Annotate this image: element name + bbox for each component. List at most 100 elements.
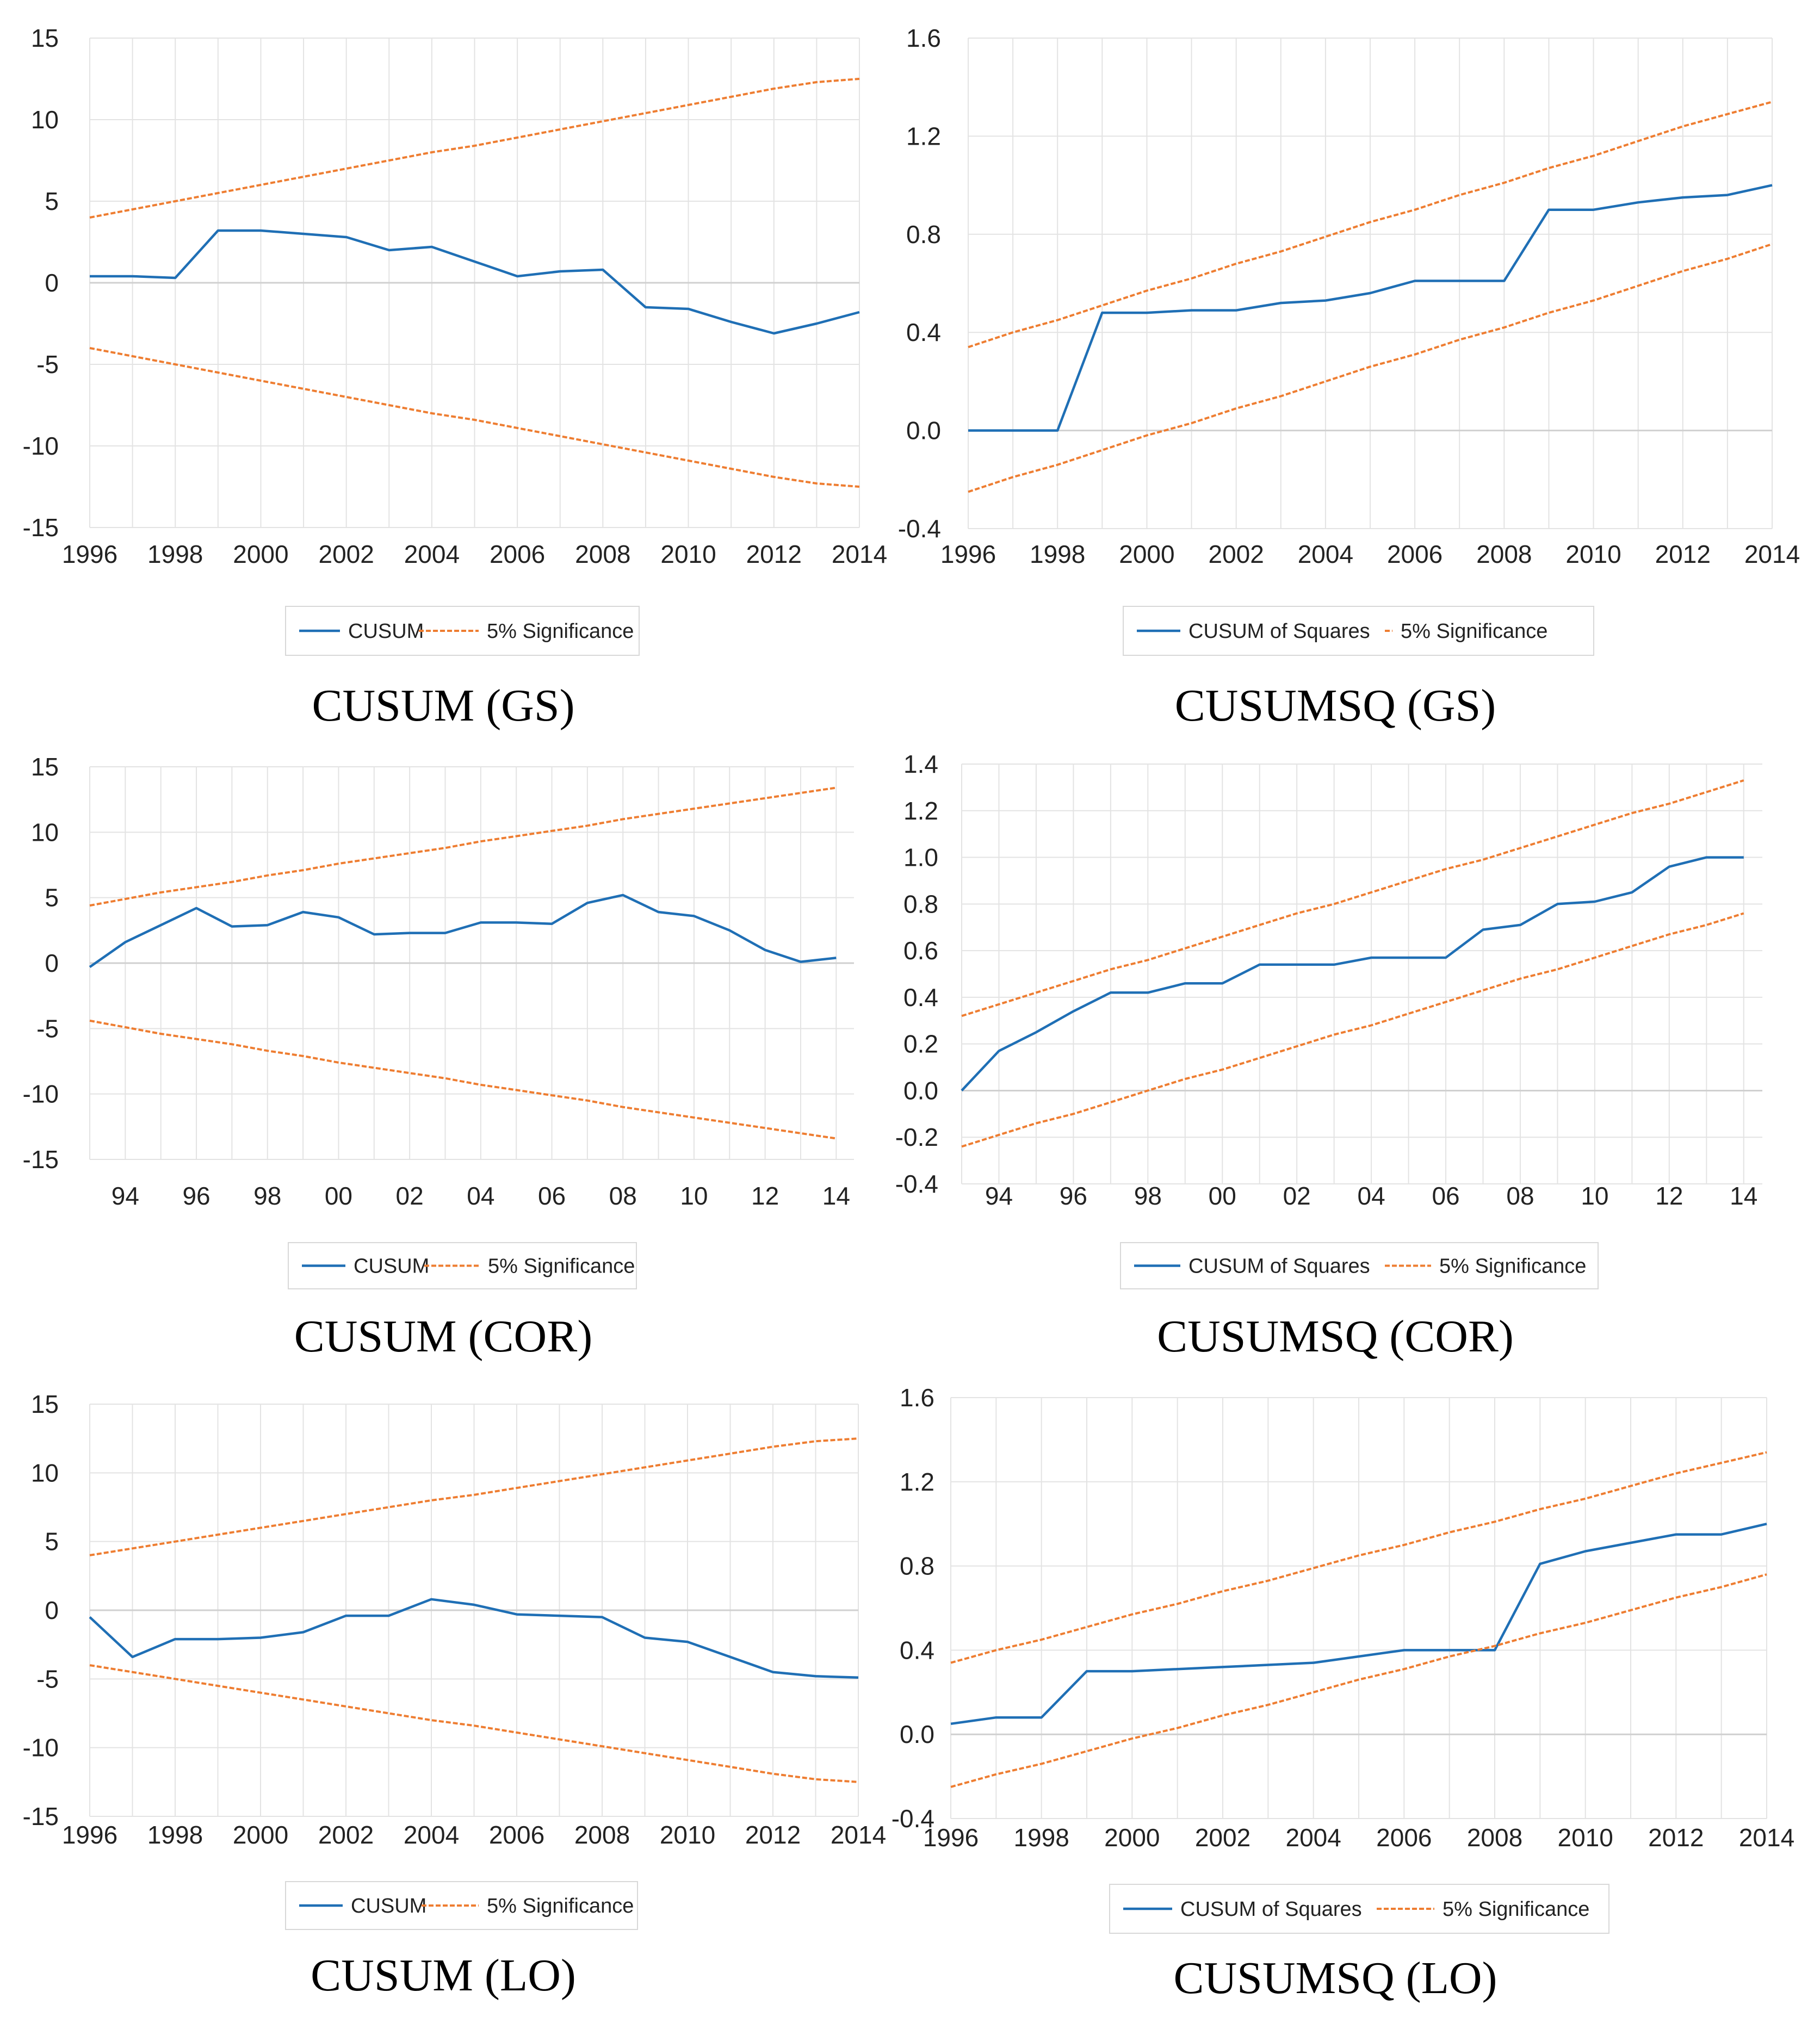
y-tick-label: 1.2 [906,122,941,150]
significance-bound-line [89,347,860,488]
x-tick-label: 08 [609,1182,637,1210]
x-tick-label: 96 [1060,1182,1087,1210]
x-tick-label: 1996 [923,1823,979,1852]
legend: CUSUM of Squares 5% Significance [1120,1242,1599,1289]
x-tick-label: 2002 [318,1821,374,1849]
y-tick-label: 10 [31,818,59,846]
cusum-series-line [961,856,1744,1091]
x-tick-label: 2002 [318,540,374,568]
legend-label-cusum: CUSUM of Squares [1180,1898,1362,1921]
y-tick-label: -5 [36,1014,59,1042]
legend: CUSUM of Squares 5% Significance [1123,606,1594,656]
y-tick-label: 0.8 [903,890,938,918]
y-tick-label: 15 [31,24,59,52]
y-tick-label: 5 [45,187,59,215]
x-tick-label: 1998 [147,540,203,568]
x-tick-label: 2008 [1467,1823,1522,1852]
x-tick-label: 2010 [1565,540,1621,568]
x-tick-label: 2012 [746,540,802,568]
x-tick-label: 00 [325,1182,352,1210]
x-tick-label: 98 [1134,1182,1162,1210]
y-tick-label: -10 [23,432,59,460]
y-tick-label: -0.4 [892,1804,934,1833]
significance-bound-line [89,78,860,219]
x-tick-label: 2004 [1298,540,1353,568]
y-tick-label: 1.6 [900,1383,934,1412]
x-tick-label: 2012 [1648,1823,1704,1852]
y-tick-label: -5 [36,350,59,378]
x-tick-label: 2000 [233,540,288,568]
legend: CUSUM of Squares 5% Significance [1109,1884,1609,1934]
y-tick-label: -10 [23,1080,59,1108]
x-tick-label: 1998 [147,1821,203,1849]
y-tick-label: 0 [45,1596,59,1624]
chart-caption: CUSUM (LO) [311,1950,576,2001]
y-tick-label: -15 [23,513,59,542]
x-tick-label: 2006 [489,1821,544,1849]
x-tick-label: 08 [1506,1182,1534,1210]
x-tick-label: 2006 [1387,540,1443,568]
y-tick-label: 0 [45,949,59,977]
y-tick-label: 0.8 [900,1552,934,1580]
x-tick-label: 2010 [1557,1823,1613,1852]
cusum-series-line [89,893,837,969]
x-tick-label: 06 [1432,1182,1459,1210]
chart-caption: CUSUM (GS) [312,680,574,731]
x-tick-label: 1998 [1013,1823,1069,1852]
chart-caption: CUSUMSQ (COR) [1157,1311,1514,1362]
x-tick-label: 2000 [1119,540,1174,568]
legend-box [1123,606,1594,656]
significance-bound-line [89,1437,859,1556]
legend-label-significance: 5% Significance [488,1255,635,1278]
y-tick-label: 0.6 [903,936,938,965]
significance-bound-line [950,1451,1767,1664]
y-tick-label: 15 [31,1390,59,1418]
y-tick-label: 1.0 [903,843,938,872]
significance-bound-line [89,786,837,907]
y-tick-label: 1.2 [903,797,938,825]
y-tick-label: 15 [31,753,59,781]
y-tick-label: -10 [23,1734,59,1762]
legend-label-significance: 5% Significance [487,1895,634,1917]
y-tick-label: 0 [45,269,59,297]
significance-bound-line [968,243,1773,493]
cusum-series-line [90,229,860,335]
chart-caption: CUSUMSQ (LO) [1173,1953,1497,2003]
legend: CUSUM 5% Significance [285,1881,638,1930]
x-tick-label: 2000 [233,1821,288,1849]
y-tick-label: 0.0 [900,1720,934,1748]
legend-label-significance: 5% Significance [1439,1255,1586,1278]
significance-bound-line [968,101,1773,349]
y-tick-label: -0.4 [898,514,941,543]
chart-caption: CUSUMSQ (GS) [1175,680,1496,731]
x-tick-label: 2012 [1655,540,1711,568]
legend: CUSUM 5% Significance [285,606,640,656]
significance-bound-line [89,1664,859,1783]
x-tick-label: 2004 [404,540,460,568]
y-tick-label: -15 [23,1145,59,1174]
legend-box [1120,1242,1599,1289]
x-tick-label: 2014 [831,1821,886,1849]
x-tick-label: 12 [751,1182,779,1210]
x-tick-label: 2008 [575,540,630,568]
x-tick-label: 06 [538,1182,566,1210]
x-tick-label: 10 [1581,1182,1608,1210]
legend-label-cusum: CUSUM [348,620,424,643]
x-tick-label: 14 [1730,1182,1757,1210]
y-tick-label: -0.4 [895,1170,938,1198]
y-tick-label: 0.8 [906,220,941,249]
legend-label-cusum: CUSUM of Squares [1188,1255,1370,1278]
chart-panel-3: 15 10 5 0 -5 -10 -15 94 96 98 00 02 04 06 08 10 12 14 CUSU… [23,753,854,1362]
legend-label-significance: 5% Significance [1401,620,1547,643]
x-tick-label: 2004 [404,1821,459,1849]
y-tick-label: 5 [45,1528,59,1556]
legend-label-significance: 5% Significance [1443,1898,1589,1921]
legend-label-cusum: CUSUM of Squares [1188,620,1370,643]
y-tick-label: 10 [31,106,59,134]
x-tick-label: 2006 [490,540,545,568]
